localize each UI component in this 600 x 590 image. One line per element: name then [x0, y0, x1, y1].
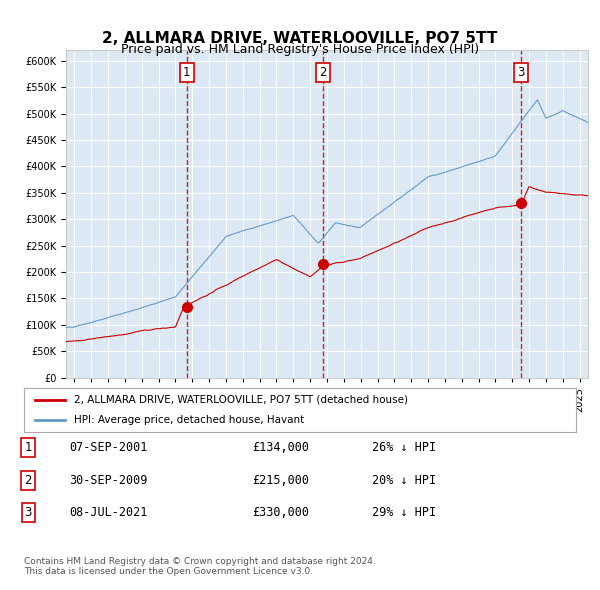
Text: 2: 2	[25, 474, 32, 487]
Text: Price paid vs. HM Land Registry's House Price Index (HPI): Price paid vs. HM Land Registry's House …	[121, 43, 479, 56]
Text: £215,000: £215,000	[252, 474, 309, 487]
Text: 26% ↓ HPI: 26% ↓ HPI	[372, 441, 436, 454]
Text: 29% ↓ HPI: 29% ↓ HPI	[372, 506, 436, 519]
Text: 1: 1	[25, 441, 32, 454]
Text: HPI: Average price, detached house, Havant: HPI: Average price, detached house, Hava…	[74, 415, 304, 425]
Text: 20% ↓ HPI: 20% ↓ HPI	[372, 474, 436, 487]
Text: 3: 3	[25, 506, 32, 519]
Text: 30-SEP-2009: 30-SEP-2009	[69, 474, 148, 487]
Text: 3: 3	[517, 66, 524, 79]
Text: 2, ALLMARA DRIVE, WATERLOOVILLE, PO7 5TT: 2, ALLMARA DRIVE, WATERLOOVILLE, PO7 5TT	[103, 31, 497, 45]
Text: 2, ALLMARA DRIVE, WATERLOOVILLE, PO7 5TT (detached house): 2, ALLMARA DRIVE, WATERLOOVILLE, PO7 5TT…	[74, 395, 407, 405]
Text: 07-SEP-2001: 07-SEP-2001	[69, 441, 148, 454]
Text: Contains HM Land Registry data © Crown copyright and database right 2024.
This d: Contains HM Land Registry data © Crown c…	[24, 557, 376, 576]
Text: 08-JUL-2021: 08-JUL-2021	[69, 506, 148, 519]
Text: £330,000: £330,000	[252, 506, 309, 519]
Text: £134,000: £134,000	[252, 441, 309, 454]
Text: 2: 2	[319, 66, 326, 79]
Text: 1: 1	[183, 66, 191, 79]
